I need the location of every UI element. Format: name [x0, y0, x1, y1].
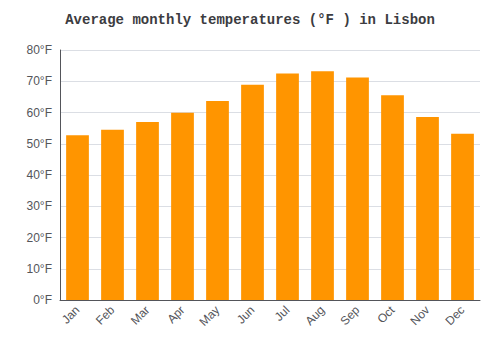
svg-text:50°F: 50°F: [27, 137, 52, 151]
svg-text:Nov: Nov: [407, 303, 432, 328]
svg-text:Jan: Jan: [59, 303, 83, 327]
svg-text:May: May: [197, 303, 223, 329]
svg-text:40°F: 40°F: [27, 168, 52, 182]
svg-text:Dec: Dec: [442, 303, 467, 328]
svg-text:0°F: 0°F: [33, 293, 52, 307]
svg-text:Feb: Feb: [93, 303, 118, 328]
svg-text:Aug: Aug: [302, 303, 327, 328]
svg-text:80°F: 80°F: [27, 43, 52, 57]
svg-text:20°F: 20°F: [27, 231, 52, 245]
svg-text:70°F: 70°F: [27, 74, 52, 88]
svg-text:Mar: Mar: [128, 303, 153, 327]
svg-text:10°F: 10°F: [27, 262, 52, 276]
svg-text:Oct: Oct: [374, 303, 398, 327]
svg-text:Apr: Apr: [164, 303, 187, 326]
svg-text:60°F: 60°F: [27, 106, 52, 120]
svg-text:Jun: Jun: [234, 303, 258, 327]
svg-text:30°F: 30°F: [27, 199, 52, 213]
svg-text:Jul: Jul: [272, 303, 293, 324]
svg-text:Average monthly temperatures (: Average monthly temperatures (°F ) in Li…: [65, 12, 435, 28]
svg-text:Sep: Sep: [337, 303, 362, 328]
